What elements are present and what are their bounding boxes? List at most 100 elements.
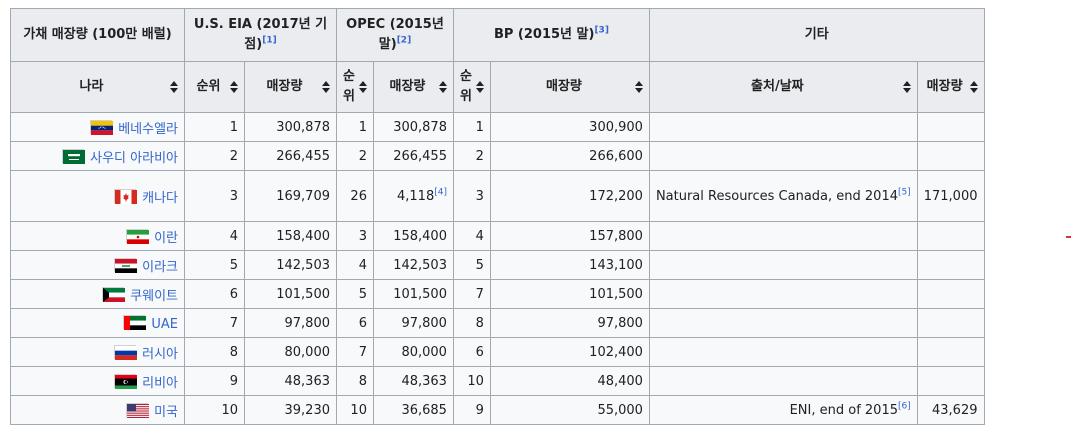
eia-reserves-cell: 169,709: [244, 170, 337, 222]
country-cell: 미국: [10, 395, 185, 425]
sort-source-header[interactable]: 출처/날짜: [648, 61, 918, 113]
eia-rank-cell: 7: [184, 308, 245, 338]
table-row: 이라크 5 142,503 4 142,503 5 143,100: [10, 250, 985, 280]
reference-link[interactable]: [2]: [396, 35, 412, 46]
bp-rank-cell: 3: [452, 170, 491, 222]
country-link[interactable]: 리비아: [142, 375, 178, 391]
header-bp-group: BP (2015년 말)[3]: [452, 8, 650, 62]
reference-link[interactable]: [3]: [594, 25, 609, 36]
country-cell: 리비아: [10, 366, 185, 396]
sort-opec-reserves-header[interactable]: 매장량: [372, 61, 454, 113]
reference-link[interactable]: [6]: [897, 401, 911, 412]
bp-rank-cell: 5: [452, 250, 491, 280]
bp-rank-cell: 8: [452, 308, 491, 338]
bp-rank-cell: 6: [452, 337, 491, 367]
sort-other-reserves-header[interactable]: 매장량: [916, 61, 985, 113]
sort-arrows-icon: [902, 81, 911, 93]
opec-rank-cell: 3: [336, 221, 374, 251]
country-link[interactable]: 이란: [154, 230, 178, 246]
opec-reserves-cell: 101,500: [372, 279, 454, 309]
eia-rank-cell: 4: [184, 221, 245, 251]
other-reserves-cell: [916, 221, 985, 251]
opec-rank-cell: 4: [336, 250, 374, 280]
sort-eia-reserves-header[interactable]: 매장량: [244, 61, 337, 113]
country-link[interactable]: 사우디 아라비아: [90, 150, 178, 166]
eia-rank-cell: 2: [184, 141, 245, 171]
country-link[interactable]: 쿠웨이트: [130, 288, 178, 304]
country-cell: 러시아: [10, 337, 185, 367]
sort-country-header[interactable]: 나라: [10, 61, 185, 113]
flag-iran-icon: [126, 228, 150, 244]
sort-arrows-icon: [322, 81, 330, 93]
opec-rank-cell: 6: [336, 308, 374, 338]
country-cell: UAE: [10, 308, 185, 338]
eia-rank-cell: 5: [184, 250, 245, 280]
reference-link[interactable]: [4]: [434, 187, 447, 198]
bp-reserves-cell: 97,800: [489, 308, 650, 338]
eia-rank-cell: 8: [184, 337, 245, 367]
other-reserves-cell: [916, 250, 985, 280]
eia-rank-cell: 6: [184, 279, 245, 309]
flag-canada-icon: [114, 188, 138, 204]
page-edge-marker: [1066, 236, 1071, 238]
opec-reserves-cell: 36,685: [372, 395, 454, 425]
bp-reserves-cell: 102,400: [489, 337, 650, 367]
bp-rank-cell: 1: [452, 112, 491, 142]
bp-rank-cell: 9: [452, 395, 491, 425]
opec-rank-cell: 7: [336, 337, 374, 367]
sort-opec-rank-header[interactable]: 순위: [336, 61, 374, 113]
table-row: 이란 4 158,400 3 158,400 4 157,800: [10, 221, 985, 251]
sort-arrows-icon: [438, 81, 447, 93]
flag-russia-icon: [114, 344, 138, 360]
eia-reserves-cell: 142,503: [244, 250, 337, 280]
opec-rank-cell: 1: [336, 112, 374, 142]
country-link[interactable]: 캐나다: [142, 190, 178, 206]
opec-reserves-cell: 48,363: [372, 366, 454, 396]
reference-link[interactable]: [1]: [262, 35, 277, 46]
country-cell: 쿠웨이트: [10, 279, 185, 309]
sort-bp-reserves-header[interactable]: 매장량: [489, 61, 650, 113]
sort-arrows-icon: [358, 81, 367, 93]
country-cell: 이란: [10, 221, 185, 251]
reference-link[interactable]: [5]: [897, 187, 911, 198]
opec-rank-cell: 26: [336, 170, 374, 222]
source-cell: [648, 250, 918, 280]
country-cell: 사우디 아라비아: [10, 141, 185, 171]
flag-libya-icon: [114, 373, 138, 389]
other-reserves-cell: [916, 112, 985, 142]
table-row: 리비아 9 48,363 8 48,363 10 48,400: [10, 366, 985, 396]
sort-arrows-icon: [969, 81, 978, 93]
eia-rank-cell: 3: [184, 170, 245, 222]
source-cell: [648, 141, 918, 171]
bp-reserves-cell: 48,400: [489, 366, 650, 396]
country-link[interactable]: 미국: [154, 404, 178, 420]
table-row: 미국 10 39,230 10 36,685 9 55,000 ENI, end of 201…: [10, 395, 985, 425]
eia-reserves-cell: 97,800: [244, 308, 337, 338]
opec-reserves-cell: 158,400: [372, 221, 454, 251]
other-reserves-cell: [916, 308, 985, 338]
bp-rank-cell: 7: [452, 279, 491, 309]
eia-reserves-cell: 80,000: [244, 337, 337, 367]
header-eia-group: U.S. EIA (2017년 기점)[1]: [184, 8, 337, 62]
other-reserves-cell: 171,000: [916, 170, 985, 222]
flag-saudi-arabia-icon: [62, 148, 86, 164]
country-cell: 베네수엘라: [10, 112, 185, 142]
country-link[interactable]: UAE: [151, 316, 178, 332]
sort-eia-rank-header[interactable]: 순위: [184, 61, 245, 113]
source-cell: ENI, end of 2015[6]: [648, 395, 918, 425]
other-reserves-cell: [916, 366, 985, 396]
eia-rank-cell: 9: [184, 366, 245, 396]
header-other-group: 기타: [648, 8, 985, 62]
sort-bp-rank-header[interactable]: 순위: [452, 61, 491, 113]
opec-rank-cell: 8: [336, 366, 374, 396]
country-link[interactable]: 이라크: [142, 259, 178, 275]
bp-reserves-cell: 266,600: [489, 141, 650, 171]
country-cell: 이라크: [10, 250, 185, 280]
source-cell: [648, 221, 918, 251]
country-link[interactable]: 베네수엘라: [118, 121, 178, 137]
sort-arrows-icon: [170, 81, 178, 93]
country-link[interactable]: 러시아: [142, 346, 178, 362]
sort-arrows-icon: [475, 81, 484, 93]
opec-rank-cell: 10: [336, 395, 374, 425]
bp-rank-cell: 2: [452, 141, 491, 171]
